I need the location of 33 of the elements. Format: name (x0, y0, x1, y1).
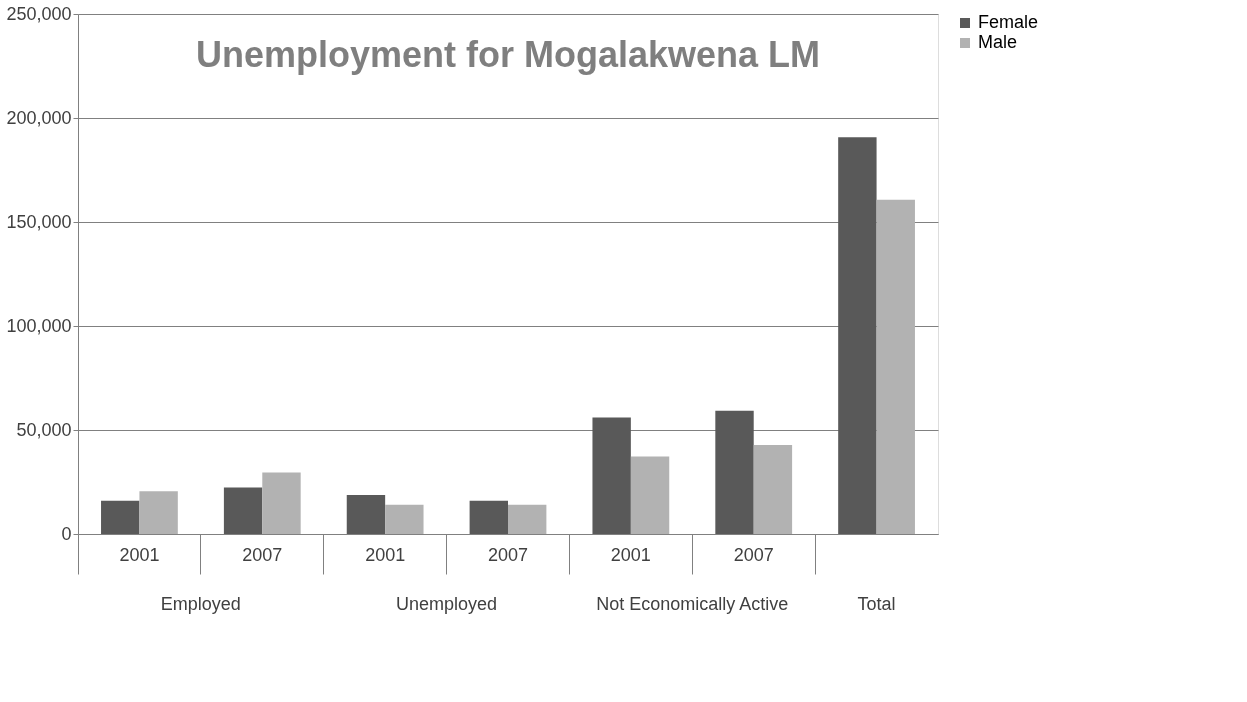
y-tick-label: 250,000 (6, 3, 72, 24)
bar (101, 500, 140, 534)
bar (592, 417, 631, 534)
bar (385, 504, 424, 534)
y-tick-label: 200,000 (6, 107, 72, 128)
y-tick-label: 100,000 (6, 315, 72, 336)
y-tick-label: 150,000 (6, 211, 72, 232)
bar (223, 487, 263, 534)
bar (753, 444, 793, 534)
bar (262, 472, 301, 534)
x-tick-label: 2001 (365, 544, 406, 565)
x-tick-label: 2007 (487, 544, 529, 565)
text: Unemployed (396, 594, 498, 614)
y-tick-label: 50,000 (16, 419, 72, 440)
bar (508, 504, 547, 534)
text: Total (857, 594, 896, 614)
bar (838, 137, 877, 534)
legend-label: Male (978, 32, 1018, 52)
y-tick-label: 0 (61, 523, 72, 544)
x-tick-label: 2007 (242, 544, 283, 565)
x-tick-label: 2007 (733, 544, 774, 565)
text: Not Economically Active (596, 594, 789, 614)
legend-label: Female (978, 12, 1039, 32)
bar (469, 500, 508, 534)
bar (139, 491, 178, 534)
text: Employed (160, 594, 241, 614)
bar (876, 199, 915, 534)
x-tick-label: 2001 (119, 544, 160, 565)
bar (346, 495, 386, 534)
bar (715, 410, 754, 534)
bar (630, 456, 670, 534)
x-tick-label: 2001 (610, 544, 651, 565)
text: Unemployment for Mogalakwena LM (195, 34, 821, 75)
